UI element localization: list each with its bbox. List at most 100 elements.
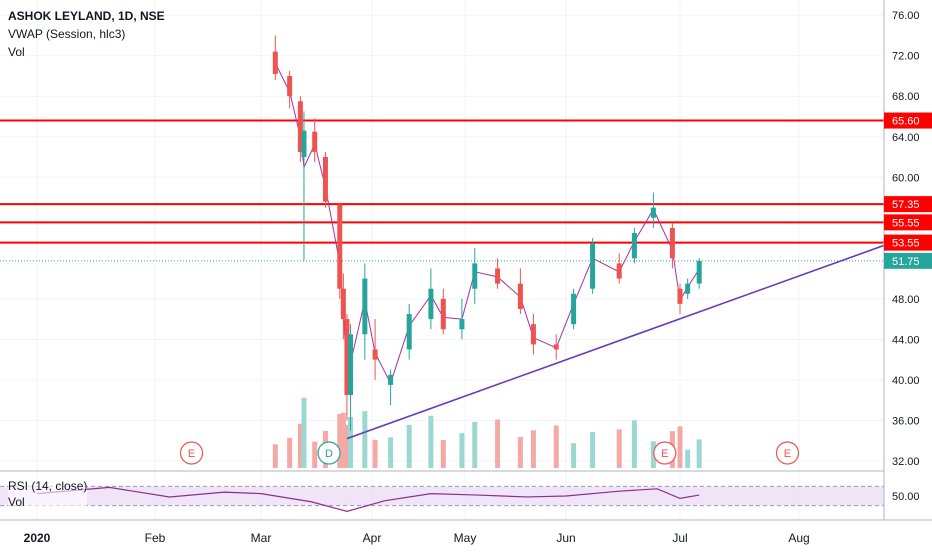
x-tick-label: Aug — [788, 531, 809, 545]
volume-bar — [440, 440, 446, 468]
earnings-marker — [775, 441, 800, 465]
volume-bar — [348, 416, 354, 468]
y-tick-label: 36.00 — [892, 415, 920, 427]
volume-bar — [616, 429, 622, 468]
volume-bar — [590, 431, 596, 468]
candle-body — [650, 207, 656, 218]
volume-bar — [340, 412, 346, 468]
level-badge-label: 57.35 — [892, 199, 920, 211]
earnings-marker-label: E — [784, 448, 791, 460]
candle-body — [590, 243, 596, 289]
volume-indicator-label[interactable]: Vol — [8, 45, 25, 59]
level-badge-label: 55.55 — [892, 217, 920, 229]
candle-body — [472, 263, 478, 289]
y-tick-label: 68.00 — [892, 91, 920, 103]
volume-bar — [459, 433, 465, 468]
volume-bar — [685, 449, 691, 468]
last-price-badge-label: 51.75 — [892, 256, 920, 268]
candle-body — [517, 283, 523, 309]
y-tick-label: 32.00 — [892, 456, 920, 468]
volume-bar — [272, 444, 278, 468]
volume-bar — [344, 424, 350, 468]
earnings-marker — [179, 441, 204, 465]
volume-bar — [372, 439, 378, 468]
candle-body — [362, 278, 368, 335]
volume-bar — [571, 443, 577, 468]
candle-body — [322, 157, 328, 202]
candle-body — [312, 131, 318, 152]
earnings-marker-label: D — [325, 448, 333, 460]
level-badge — [884, 234, 932, 251]
candle-body — [685, 283, 691, 294]
candle-body — [348, 334, 354, 396]
volume-bar — [388, 437, 394, 468]
volume-bar — [517, 437, 523, 468]
volume-bar — [472, 421, 478, 468]
rsi-legend: RSI (14, close) Vol — [8, 478, 88, 510]
y-tick-label: 44.00 — [892, 334, 920, 346]
level-badge — [884, 112, 932, 129]
candle-body — [372, 349, 378, 360]
x-tick-label: Feb — [145, 531, 166, 545]
volume-bar — [553, 425, 559, 468]
candle-body — [272, 51, 278, 74]
earnings-marker-label: E — [661, 448, 668, 460]
candle-body — [696, 260, 702, 284]
candle-body — [553, 344, 559, 350]
level-badge — [884, 196, 932, 213]
chart-legend: ASHOK LEYLAND, 1D, NSE VWAP (Session, hl… — [8, 7, 165, 61]
volume-bar — [696, 439, 702, 468]
candle-body — [297, 101, 303, 152]
candle-body — [571, 293, 577, 325]
candle-body — [287, 75, 293, 97]
x-tick-label: Jun — [556, 531, 575, 545]
x-tick-label: Mar — [251, 531, 272, 545]
y-tick-label: 72.00 — [892, 51, 920, 63]
candle-body — [616, 263, 622, 279]
volume-bar — [631, 420, 637, 468]
candle-body — [459, 319, 465, 330]
candle-body — [440, 298, 446, 330]
candle-body — [428, 288, 434, 320]
volume-bar — [287, 437, 293, 468]
y-tick-label: 48.00 — [892, 294, 920, 306]
volume-bar — [530, 430, 536, 468]
rsi-band — [0, 486, 884, 506]
candle-body — [344, 319, 350, 396]
volume-bar — [312, 441, 318, 468]
candle-body — [340, 288, 346, 320]
y-tick-label: 64.00 — [892, 132, 920, 144]
candle-body — [530, 324, 536, 345]
volume-bar — [337, 414, 343, 468]
price-axis — [884, 0, 932, 550]
x-tick-label: 2020 — [24, 531, 51, 545]
x-tick-label: Apr — [363, 531, 382, 545]
level-badge-label: 53.55 — [892, 238, 920, 250]
candle-body — [495, 268, 501, 284]
candle-body — [337, 204, 343, 289]
x-tick-label: Jul — [672, 531, 687, 545]
level-badge — [884, 214, 932, 231]
vwap-indicator-label[interactable]: VWAP (Session, hlc3) — [8, 27, 126, 41]
candle-body — [631, 232, 637, 259]
trend-line — [346, 239, 900, 440]
candle-body — [677, 288, 683, 304]
volume-bar — [297, 423, 303, 468]
rsi-indicator-label[interactable]: RSI (14, close) — [8, 479, 88, 493]
rsi-line — [36, 486, 700, 512]
earnings-marker — [653, 441, 677, 465]
earnings-marker — [317, 441, 341, 465]
volume-bar — [428, 415, 434, 468]
volume-bar — [406, 424, 412, 468]
rsi-pane-volume-label[interactable]: Vol — [8, 495, 25, 509]
y-tick-label: 76.00 — [892, 10, 920, 22]
candle-body — [406, 314, 412, 350]
level-badge-label: 65.60 — [892, 116, 920, 128]
candle-body — [301, 130, 307, 158]
volume-bar — [362, 411, 368, 468]
candle-body — [669, 227, 675, 259]
symbol-title[interactable]: ASHOK LEYLAND, 1D, NSE — [8, 9, 165, 23]
volume-bar — [495, 419, 501, 468]
